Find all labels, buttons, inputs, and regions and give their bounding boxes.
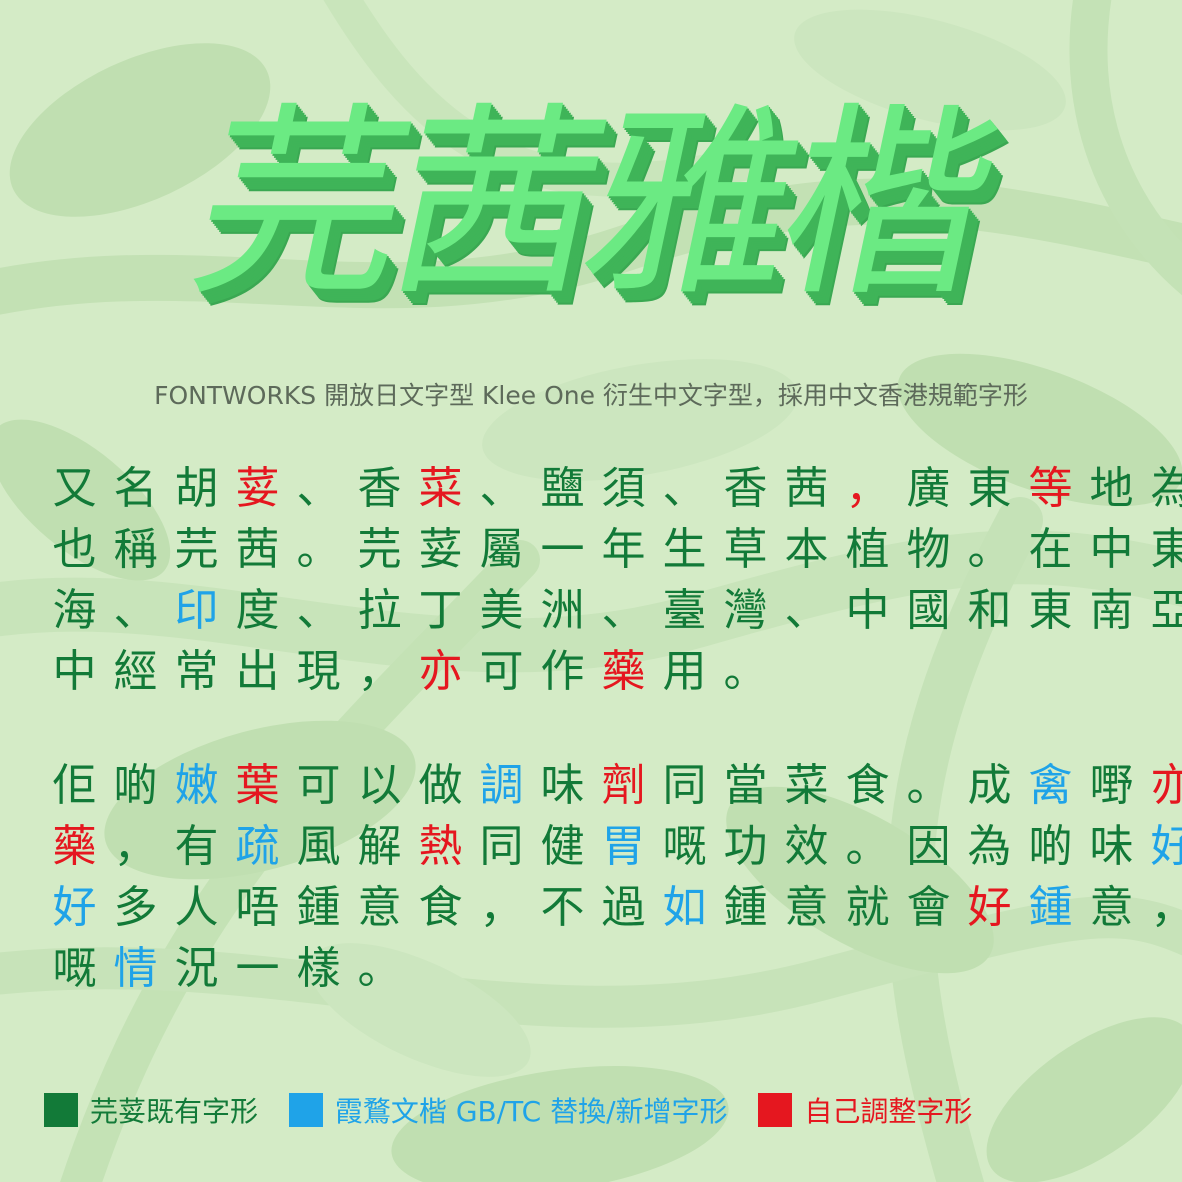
legend: 芫荽既有字形 霞鶩文楷 GB/TC 替換/新增字形 自己調整字形 [44,1090,994,1134]
legend-swatch-green [44,1093,78,1127]
legend-item-existing: 芫荽既有字形 [44,1090,258,1134]
legend-label: 芫荽既有字形 [90,1095,259,1128]
legend-item-replaced: 霞鶩文楷 GB/TC 替換/新增字形 [288,1090,728,1134]
paragraph-2: 佢啲嫩葉可以做調味劑同當菜食。成禽嘢亦可以做藥，有疏風解熱同健胃嘅功效。因為啲味… [44,755,1182,999]
legend-swatch-red [758,1093,793,1127]
text-line: 中經常出現，亦可作藥用。 [52,646,768,697]
page-title: 芫茜雅楷 [175,86,1007,324]
legend-swatch-blue [288,1093,323,1127]
paragraph-1: 又名胡荽、香菜、鹽須、香茜，廣東等地為避衰諱也稱芫茜。芫荽屬一年生草本植物。在中… [44,458,1182,702]
legend-label: 霞鶩文楷 GB/TC 替換/新增字形 [334,1095,728,1128]
legend-item-adjusted: 自己調整字形 [758,1090,972,1134]
subtitle: FONTWORKS 開放日文字型 Klee One 衍生中文字型，採用中文香港規… [154,381,1028,410]
text-line: 嘅情況一樣。 [52,943,402,994]
legend-label: 自己調整字形 [804,1095,973,1128]
